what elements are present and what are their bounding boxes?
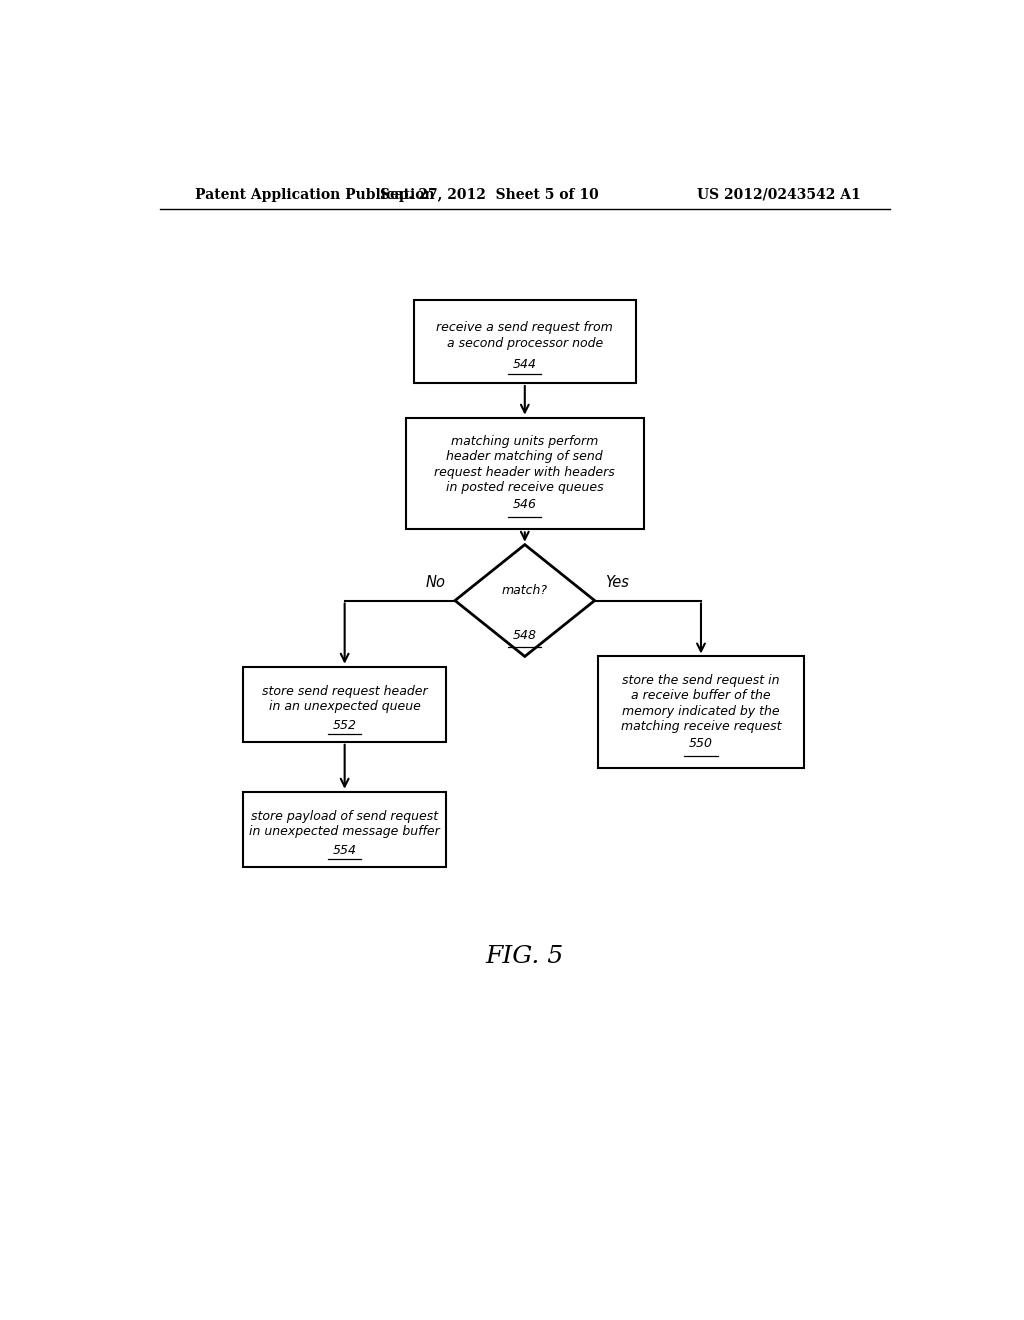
Text: Sep. 27, 2012  Sheet 5 of 10: Sep. 27, 2012 Sheet 5 of 10: [380, 187, 598, 202]
Bar: [406, 417, 644, 529]
Text: 554: 554: [333, 843, 356, 857]
Bar: [414, 300, 636, 383]
Text: Yes: Yes: [605, 574, 629, 590]
Text: matching units perform
header matching of send
request header with headers
in po: matching units perform header matching o…: [434, 434, 615, 494]
Text: 548: 548: [513, 628, 537, 642]
Text: 552: 552: [333, 719, 356, 731]
Text: No: No: [425, 574, 445, 590]
Text: store send request header
in an unexpected queue: store send request header in an unexpect…: [262, 685, 427, 713]
Text: match?: match?: [502, 583, 548, 597]
Text: FIG. 5: FIG. 5: [485, 945, 564, 968]
Text: 546: 546: [513, 498, 537, 511]
Text: US 2012/0243542 A1: US 2012/0243542 A1: [697, 187, 860, 202]
Bar: [244, 667, 445, 742]
Text: store payload of send request
in unexpected message buffer: store payload of send request in unexpec…: [249, 809, 440, 838]
Text: receive a send request from
a second processor node: receive a send request from a second pro…: [436, 321, 613, 350]
Bar: [598, 656, 804, 768]
Bar: [244, 792, 445, 867]
Text: 544: 544: [513, 358, 537, 371]
Text: store the send request in
a receive buffer of the
memory indicated by the
matchi: store the send request in a receive buff…: [621, 673, 781, 733]
Text: Patent Application Publication: Patent Application Publication: [196, 187, 435, 202]
Polygon shape: [455, 545, 595, 656]
Text: 550: 550: [689, 737, 713, 750]
